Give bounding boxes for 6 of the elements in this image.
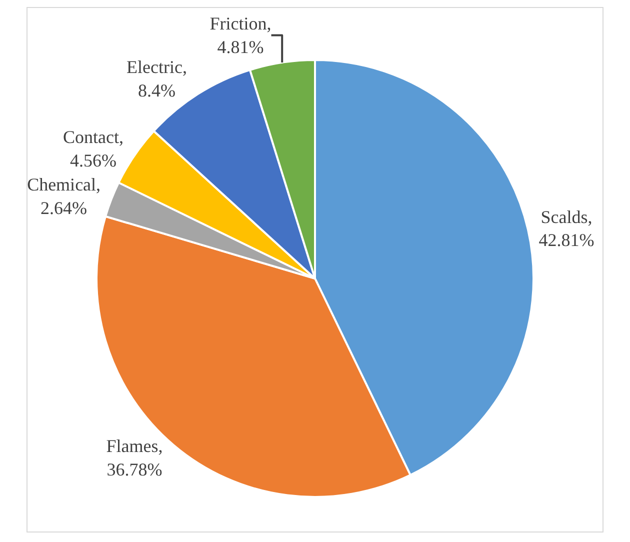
slice-label: Scalds, 42.81% xyxy=(538,206,594,250)
slice-label: Contact, 4.56% xyxy=(63,127,124,170)
slice-label: Electric, 8.4% xyxy=(126,56,187,100)
slice-label: Flames, 36.78% xyxy=(106,436,163,480)
slice-label: Chemical, 2.64% xyxy=(27,174,101,218)
slice-label: Friction, 4.81% xyxy=(210,14,272,57)
